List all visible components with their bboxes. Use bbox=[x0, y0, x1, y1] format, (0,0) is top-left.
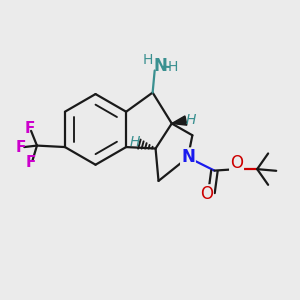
Polygon shape bbox=[172, 116, 187, 125]
Text: H: H bbox=[186, 113, 196, 127]
Text: H: H bbox=[143, 52, 153, 67]
Text: H: H bbox=[168, 60, 178, 74]
Text: F: F bbox=[26, 155, 36, 170]
Text: H: H bbox=[129, 135, 140, 149]
Text: F: F bbox=[24, 121, 35, 136]
Text: O: O bbox=[230, 154, 243, 172]
Text: N: N bbox=[153, 57, 167, 75]
Text: N: N bbox=[181, 148, 195, 166]
Text: O: O bbox=[200, 185, 213, 203]
Text: F: F bbox=[16, 140, 26, 154]
